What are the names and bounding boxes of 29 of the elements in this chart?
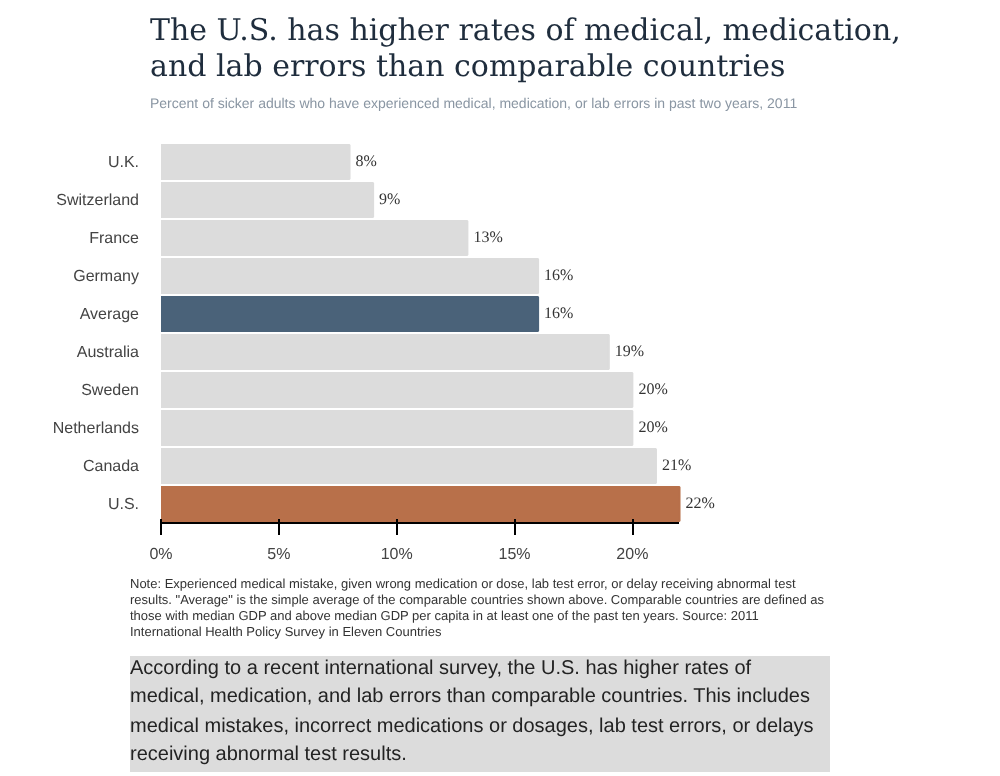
data-label: 9% (379, 190, 402, 208)
x-tick-label: 5% (267, 545, 291, 563)
data-label: 8% (355, 152, 378, 170)
data-label: 20% (638, 380, 669, 398)
data-label: 21% (661, 456, 692, 474)
y-tick-label: Netherlands (52, 419, 140, 437)
data-label: 20% (638, 418, 669, 436)
y-tick-label: Canada (82, 457, 141, 475)
x-tick-label: 10% (380, 545, 413, 563)
y-tick-label: U.S. (107, 495, 140, 513)
y-tick-label: Australia (76, 343, 141, 361)
bar (161, 485, 681, 523)
y-tick-label: France (89, 229, 141, 247)
y-tick-label: U.K. (107, 153, 140, 171)
y-tick-label: Switzerland (56, 191, 140, 209)
data-label: 13% (473, 228, 504, 246)
data-label: 16% (544, 304, 575, 322)
bar (161, 295, 540, 333)
data-label: 22% (685, 494, 716, 512)
x-tick-label: 20% (616, 545, 649, 563)
chart-title: The U.S. has higher rates of medical, medication, and lab errors than comparable countries (150, 12, 903, 84)
text: According to a recent international survey, the U.S. has higher rates of medical, medication, and lab errors than comparable countries. This includes medical mistakes, incorrect medications or dosages, lab test errors, or delays receiving abnormal test results. (130, 655, 830, 771)
data-label: 16% (544, 266, 575, 284)
y-tick-label: Sweden (81, 381, 140, 399)
x-tick-label: 15% (498, 545, 531, 563)
data-label: 19% (614, 342, 645, 360)
y-tick-label: Average (79, 305, 141, 323)
y-tick-label: Germany (73, 267, 140, 285)
x-tick-label: 0% (149, 545, 173, 563)
